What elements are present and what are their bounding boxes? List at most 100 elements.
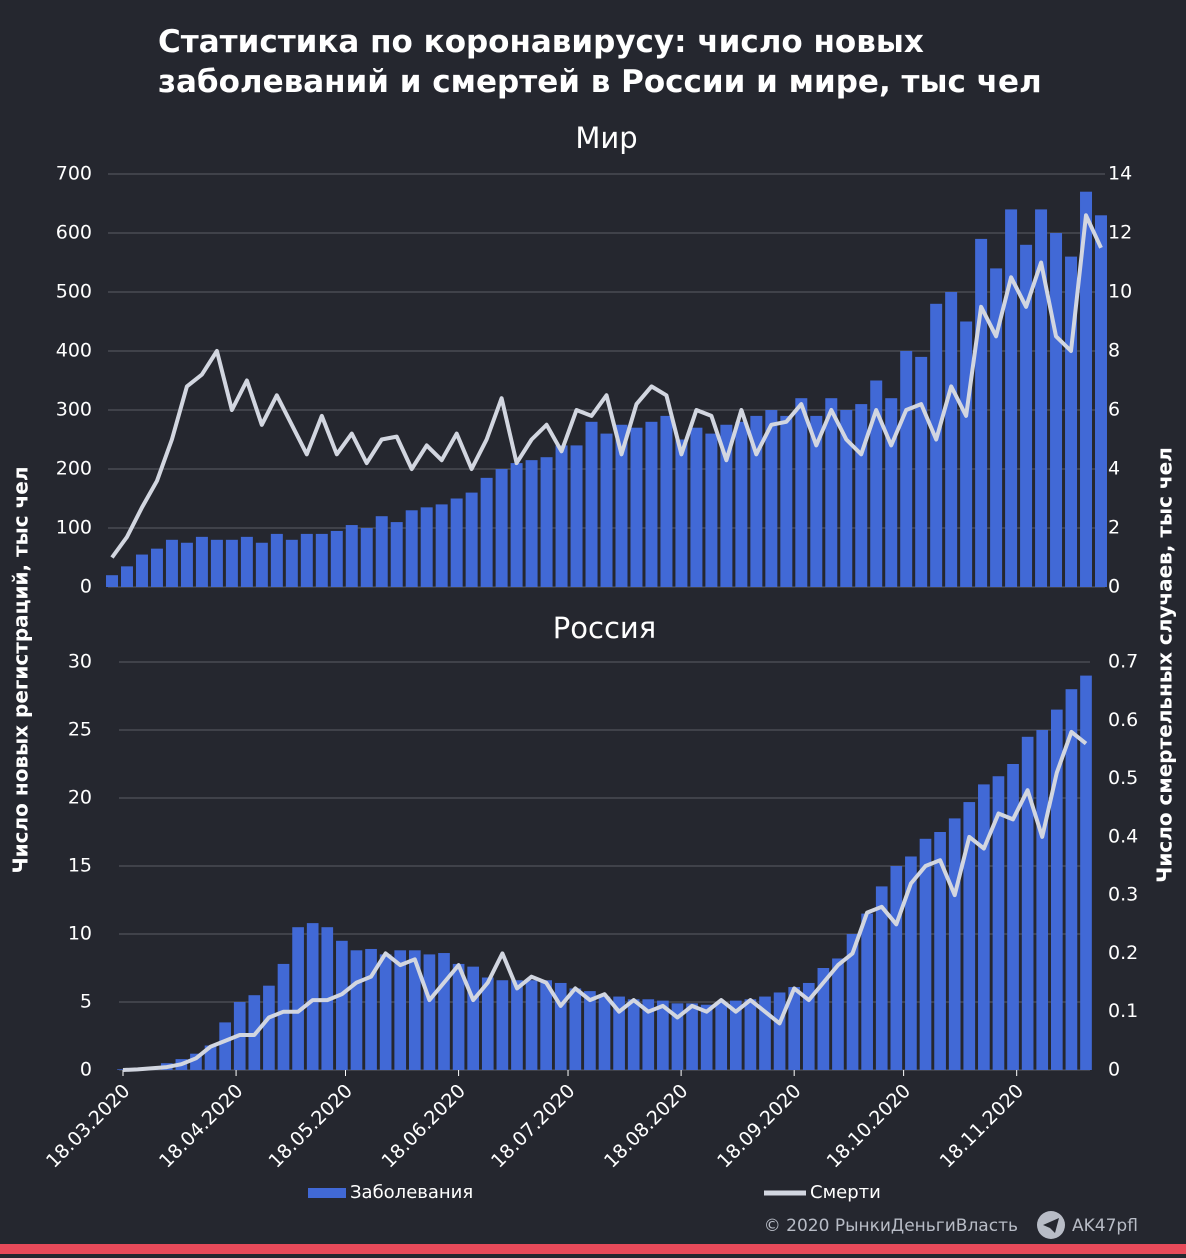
title-box: Статистика по коронавирусу: число новых … [158,24,1042,100]
y-tick-label: 10 [68,923,92,945]
cases-bar [1050,709,1063,1070]
cases-bar [300,533,313,587]
cases-bar [1065,256,1078,587]
cases-bar [840,410,853,587]
cases-bar [405,510,418,587]
y2-tick-label: 8 [1108,340,1120,362]
cases-bar [511,980,523,1070]
cases-bar [759,996,771,1070]
cases-bar [630,427,643,587]
cases-bar [1020,244,1033,588]
deaths-line [110,213,1103,559]
cases-bar [481,977,494,1070]
cases-bar [1035,209,1048,587]
cases-bar [846,934,859,1070]
y-tick-label: 400 [56,340,92,362]
cases-bar [225,539,238,587]
cases-bar [729,1000,742,1070]
cases-bar [420,507,433,587]
cases-bar [975,238,988,587]
cases-bar [452,963,465,1070]
cases-bar [465,492,478,587]
cases-bar [525,980,538,1070]
cases-bar [948,818,961,1070]
cases-bar [480,477,493,587]
cases-bar [675,439,688,587]
cases-bar [540,980,552,1070]
cases-bar [700,1004,713,1070]
cases-bar [773,992,786,1070]
cases-bar [875,886,888,1070]
cases-bar [915,356,928,587]
cases-bar [963,802,976,1070]
x-tick-label: 18.06.2020 [378,1080,470,1172]
cases-bar [570,445,583,587]
cases-bar [919,838,932,1070]
y2-tick-label: 6 [1108,399,1120,421]
cases-bar [330,530,343,587]
y-tick-label: 25 [68,719,92,741]
cases-bar [315,533,328,587]
y-tick-label: 0 [80,576,92,598]
y-tick-label: 300 [56,399,92,421]
cases-bar [255,542,268,587]
y2-tick-label: 0.2 [1108,942,1138,964]
y-tick-label: 5 [80,991,92,1013]
cases-bar [150,548,163,587]
y2-tick-label: 0 [1108,576,1120,598]
x-tick-label: 18.09.2020 [713,1080,805,1172]
cases-bar [1007,764,1019,1070]
x-tick-label: 18.07.2020 [487,1080,579,1172]
cases-bar [750,415,763,587]
cases-bar [204,1045,217,1070]
y-tick-label: 20 [68,787,92,809]
cases-bar [615,424,628,587]
y-tick-label: 200 [56,458,92,480]
cases-bar [642,999,655,1070]
cases-bar [1050,233,1063,587]
cases-bar [885,398,898,587]
cases-bar [285,539,298,587]
cases-bar [613,996,625,1070]
y2-tick-label: 0.5 [1108,767,1138,789]
cases-bar [1080,675,1092,1070]
cases-bar [270,533,283,587]
panel-title: Россия [553,611,656,645]
cases-bar [190,1053,202,1070]
cases-bar [496,980,509,1070]
cases-bar [165,539,178,587]
cases-bar [686,1003,698,1070]
legend-swatch [308,1188,346,1198]
cases-bar [510,463,523,587]
y2-tick-label: 14 [1108,163,1132,185]
cases-bar [467,966,480,1070]
cases-bar [671,1003,684,1070]
y-tick-label: 15 [68,855,92,877]
legend-label: Смерти [810,1182,881,1203]
y2-tick-label: 0.7 [1108,651,1138,673]
y-tick-label: 30 [68,651,92,673]
y2-tick-label: 12 [1108,222,1132,244]
cases-bar [960,321,973,587]
y2-tick-label: 0.1 [1108,1000,1138,1022]
x-tick-label: 18.04.2020 [155,1080,247,1172]
cases-bar [554,982,567,1070]
y2-tick-label: 4 [1108,458,1120,480]
cases-bar [645,421,658,587]
y-axis-label: Число новых регистраций, тыс чел [9,466,33,873]
credit: © 2020 РынкиДеньгиВласть [764,1216,1018,1236]
cases-bar [423,954,436,1070]
cases-bar [890,866,903,1070]
y2-tick-label: 0.3 [1108,884,1138,906]
cases-bar [600,433,613,587]
cases-bar [1021,736,1034,1070]
cases-bar [106,575,118,587]
cases-bar [802,982,815,1070]
cases-bar [195,536,208,587]
cases-bar [135,554,148,587]
cases-bar [292,927,304,1070]
cases-bar [657,1000,669,1070]
cases-bar [450,498,463,587]
chart-title: Статистика по коронавирусу: число новых … [158,24,1042,100]
cases-bar [1065,689,1078,1070]
